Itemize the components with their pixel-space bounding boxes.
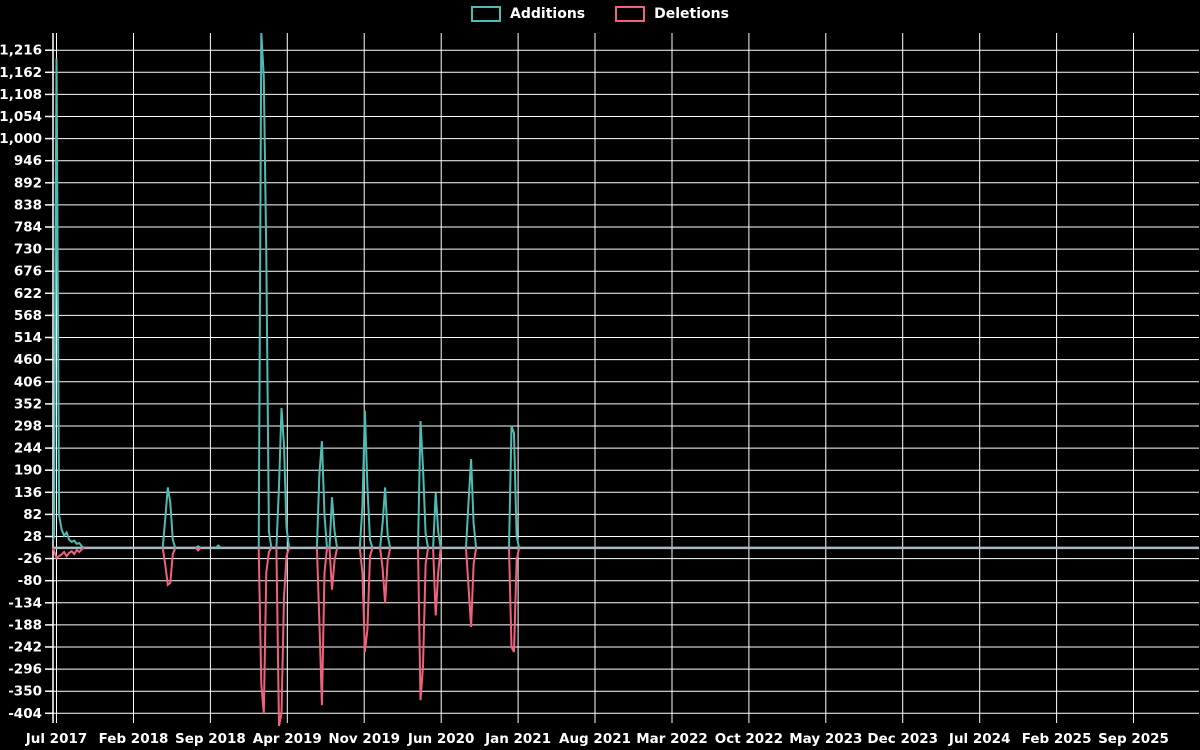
x-axis-label: Sep 2025 <box>1098 731 1169 747</box>
y-axis-label: -26 <box>18 551 42 567</box>
y-axis-label: 352 <box>14 396 42 412</box>
deletions-line <box>465 547 478 627</box>
y-axis-label: 1,054 <box>0 109 42 125</box>
y-axis-label: 82 <box>23 507 42 523</box>
y-axis-label: 1,162 <box>0 65 42 81</box>
x-axis-label: Jan 2021 <box>484 731 551 747</box>
deletions-line <box>52 547 85 560</box>
additions-legend-label: Additions <box>510 6 586 22</box>
deletions-line <box>257 547 273 714</box>
deletions-line <box>161 547 177 587</box>
y-axis-label: 1,108 <box>0 87 42 103</box>
x-axis-label: Oct 2022 <box>715 731 783 747</box>
y-axis-label: 784 <box>14 220 42 236</box>
deletions-legend-label: Deletions <box>654 6 729 22</box>
additions-line <box>508 425 521 549</box>
y-axis-label: 190 <box>14 463 42 479</box>
axes <box>45 33 1199 723</box>
additions-line <box>275 407 291 549</box>
additions-line <box>432 492 442 549</box>
series-lines <box>52 32 521 727</box>
y-axis-label: -242 <box>8 640 42 656</box>
deletions-line <box>508 547 521 653</box>
additions-line <box>257 32 273 549</box>
deletions-line <box>194 547 202 552</box>
additions-swatch-icon <box>471 6 502 22</box>
gridlines <box>53 33 1199 723</box>
deletions-line <box>275 547 291 727</box>
legend: Additions Deletions <box>0 6 1200 22</box>
y-axis-label: 28 <box>23 529 42 545</box>
deletions-swatch-icon <box>615 6 646 22</box>
y-axis-label: 136 <box>14 485 42 501</box>
additions-line <box>52 58 85 549</box>
x-axis-label: Jun 2020 <box>407 731 475 747</box>
axis-labels: 1,216 1,162 1,108 1,054 1,000 946 892 838 784 730… <box>0 43 1169 747</box>
y-axis-label: -404 <box>8 706 42 722</box>
deletions-line <box>315 547 328 706</box>
deletions-line <box>432 547 442 616</box>
x-axis-label: Aug 2021 <box>559 731 631 747</box>
y-axis-label: -134 <box>8 595 42 611</box>
y-axis-label: 514 <box>14 330 42 346</box>
y-axis-label: 406 <box>14 374 42 390</box>
deletions-line <box>358 547 374 653</box>
deletions-line <box>417 547 430 701</box>
additions-line <box>465 459 478 549</box>
x-axis-label: May 2023 <box>789 731 862 747</box>
legend-item-additions[interactable]: Additions <box>471 6 585 22</box>
x-axis-label: Mar 2022 <box>636 731 707 747</box>
y-axis-label: 892 <box>14 175 42 191</box>
additions-line <box>161 487 177 549</box>
legend-item-deletions[interactable]: Deletions <box>615 6 729 22</box>
y-axis-label: 568 <box>14 308 42 324</box>
x-axis-label: Sep 2018 <box>175 731 246 747</box>
y-axis-label: 838 <box>14 197 42 213</box>
y-axis-label: 730 <box>14 242 42 258</box>
deletions-line <box>328 547 339 590</box>
x-axis-label: Jul 2017 <box>25 731 88 747</box>
y-axis-label: 946 <box>14 153 42 169</box>
additions-line <box>379 487 392 549</box>
y-axis-label: -296 <box>8 662 42 678</box>
x-axis-label: Nov 2019 <box>328 731 400 747</box>
additions-series <box>52 32 521 549</box>
additions-line <box>215 544 222 549</box>
y-axis-label: -80 <box>18 573 42 589</box>
y-axis-label: 1,000 <box>0 131 42 147</box>
additions-line <box>417 420 430 549</box>
x-axis-label: Feb 2025 <box>1022 731 1092 747</box>
y-axis-label: 460 <box>14 352 42 368</box>
y-axis-label: -188 <box>8 617 42 633</box>
x-axis-label: Dec 2023 <box>867 731 938 747</box>
y-axis-label: 622 <box>14 286 42 302</box>
deletions-line <box>379 547 392 603</box>
y-axis-label: 244 <box>14 441 42 457</box>
y-axis-label: 298 <box>14 419 42 435</box>
additions-line <box>315 441 328 548</box>
y-axis-label: 1,216 <box>0 43 42 59</box>
deletions-series <box>52 547 521 727</box>
y-axis-label: -350 <box>8 684 42 700</box>
x-axis-label: Apr 2019 <box>253 731 322 747</box>
x-axis-label: Feb 2018 <box>99 731 169 747</box>
x-axis-label: Jul 2024 <box>948 731 1011 747</box>
additions-line <box>358 410 374 549</box>
additions-line <box>328 497 339 549</box>
y-axis-label: 676 <box>14 264 42 280</box>
